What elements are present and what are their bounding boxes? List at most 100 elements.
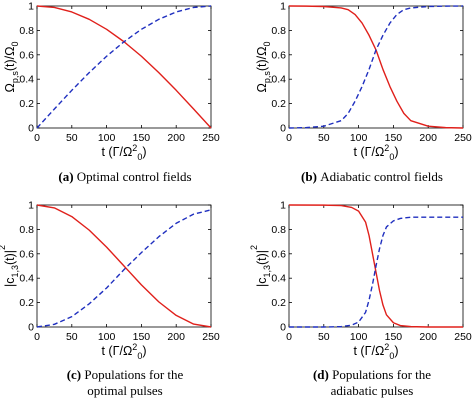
y-tick-label: 1 (280, 1, 286, 13)
x-tick-label: 50 (66, 331, 78, 343)
y-tick-label: 0.8 (19, 25, 34, 37)
y-axis-label-mid: (t)| (255, 250, 269, 265)
y-tick-label: 0 (28, 322, 34, 334)
y-axis-label-sub: p,s (10, 71, 20, 84)
x-axis-label: t (Γ/Ω20) (353, 342, 398, 361)
y-axis-label: |c1,3(t)|2 (249, 245, 272, 287)
x-axis-label-sub: 0 (137, 152, 142, 162)
y-axis-label-sub: 1,3 (262, 265, 272, 278)
x-tick-label: 150 (133, 132, 151, 144)
x-axis-label-text: t (Γ/Ω (353, 344, 384, 358)
x-tick-label: 100 (350, 132, 368, 144)
y-tick-label: 0.6 (19, 49, 34, 61)
x-tick-label: 0 (286, 331, 292, 343)
x-axis-label-sup: 2 (384, 143, 389, 153)
panel-caption-text: Populations for the (332, 367, 431, 382)
panel-caption: optimal pulses (87, 383, 162, 398)
x-tick-label: 250 (454, 132, 472, 144)
series-line-1 (36, 5, 212, 129)
y-tick-label: 0.4 (271, 273, 286, 285)
series-line-2 (36, 209, 212, 328)
y-tick-label: 0 (280, 123, 286, 135)
y-axis-label-sub2: 0 (10, 41, 20, 46)
panel-caption-letter: (c) (67, 367, 85, 382)
y-tick-label: 0.6 (19, 248, 34, 260)
y-tick-label: 0 (28, 123, 34, 135)
y-tick-label: 0.8 (271, 25, 286, 37)
y-axis-label-mid: (t)/Ω (3, 47, 17, 72)
y-tick-label: 1 (28, 1, 34, 13)
x-axis-label-sub: 0 (137, 351, 142, 361)
y-axis-label: Ωp,s(t)/Ω0 (255, 41, 272, 92)
x-axis-label: t (Γ/Ω20) (101, 342, 146, 361)
x-axis-label-sup: 2 (132, 143, 137, 153)
x-tick-label: 0 (34, 331, 40, 343)
y-tick-label: 0.4 (271, 74, 286, 86)
series-line-1 (288, 204, 463, 328)
y-axis-label-mid: (t)/Ω (255, 47, 269, 72)
x-tick-label: 200 (167, 331, 185, 343)
x-tick-label: 200 (167, 132, 185, 144)
y-tick-label: 1 (280, 200, 286, 212)
y-tick-label: 0.4 (19, 74, 34, 86)
x-tick-label: 200 (419, 331, 437, 343)
plot-frame (36, 5, 212, 129)
y-axis-label: |c1,3(t)|2 (0, 245, 20, 287)
panel-caption-text: Populations for the (84, 367, 183, 382)
panel-caption-text: Adiabatic control fields (320, 169, 443, 184)
y-axis-label-sub: p,s (262, 71, 272, 84)
x-axis-label: t (Γ/Ω20) (353, 143, 398, 162)
plot-frame (288, 204, 464, 328)
y-axis-label-text: Ω (3, 83, 17, 92)
y-axis-label-sub: 1,3 (10, 265, 20, 278)
series-line-1 (36, 204, 212, 328)
panel-caption-text: adiabatic pulses (331, 383, 414, 398)
x-tick-label: 100 (98, 331, 116, 343)
x-tick-label: 150 (385, 331, 403, 343)
y-tick-label: 0.8 (19, 224, 34, 236)
x-axis-label-end: ) (142, 344, 146, 358)
y-axis-label-text: Ω (255, 83, 269, 92)
x-tick-label: 100 (350, 331, 368, 343)
x-tick-label: 250 (202, 331, 220, 343)
panel-caption-text: Optimal control fields (77, 169, 192, 184)
x-axis-label: t (Γ/Ω20) (101, 143, 146, 162)
x-axis-label-text: t (Γ/Ω (101, 145, 132, 159)
panel-caption-letter: (a) (58, 169, 76, 184)
y-tick-label: 0.2 (19, 98, 34, 110)
x-tick-label: 250 (454, 331, 472, 343)
panel-caption-letter: (b) (301, 169, 320, 184)
y-axis-label-mid: (t)| (3, 250, 17, 265)
y-tick-label: 0.2 (271, 98, 286, 110)
plot-frame (288, 5, 464, 129)
y-tick-label: 0 (280, 322, 286, 334)
series-line-2 (289, 216, 463, 328)
x-tick-label: 150 (133, 331, 151, 343)
y-axis-label: Ωp,s(t)/Ω0 (3, 41, 20, 92)
series-line-2 (288, 5, 464, 129)
panel-caption: (b) Adiabatic control fields (301, 169, 443, 184)
panel-caption: (a) Optimal control fields (58, 169, 191, 184)
y-tick-label: 0.2 (19, 297, 34, 309)
y-tick-label: 0.8 (271, 224, 286, 236)
series-line-1 (288, 5, 464, 129)
x-axis-label-end: ) (142, 145, 146, 159)
y-tick-label: 0.6 (271, 49, 286, 61)
x-tick-label: 50 (66, 132, 78, 144)
x-axis-label-end: ) (394, 145, 398, 159)
x-tick-label: 50 (318, 331, 330, 343)
x-axis-label-sub: 0 (389, 152, 394, 162)
y-axis-label-sup: 2 (249, 245, 259, 250)
y-tick-label: 0.2 (271, 297, 286, 309)
y-axis-label-sup: 2 (0, 245, 7, 250)
plot-frame (36, 204, 212, 328)
x-axis-label-sup: 2 (132, 342, 137, 352)
x-tick-label: 0 (286, 132, 292, 144)
x-tick-label: 150 (385, 132, 403, 144)
x-tick-label: 50 (318, 132, 330, 144)
